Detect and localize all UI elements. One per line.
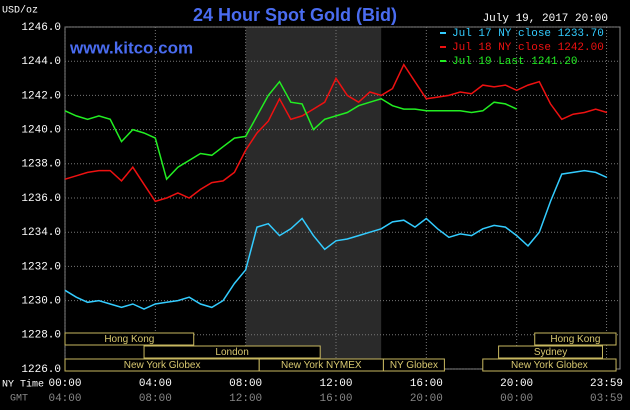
x-tick-label: 00:00 <box>48 378 81 390</box>
session-label: Sydney <box>534 347 567 358</box>
x2-tick-label: 08:00 <box>139 393 172 405</box>
y-tick-label: 1228.0 <box>21 330 61 342</box>
x2-tick-label: 04:00 <box>48 393 81 405</box>
session-label: London <box>215 347 248 358</box>
x-tick-label: 12:00 <box>319 378 352 390</box>
session-label: Hong Kong <box>550 334 600 345</box>
y-tick-label: 1238.0 <box>21 159 61 171</box>
y-tick-label: 1240.0 <box>21 125 61 137</box>
chart-title: 24 Hour Spot Gold (Bid) <box>193 5 397 25</box>
x2-tick-label: 16:00 <box>319 393 352 405</box>
x-axis-label: NY Time <box>2 379 44 391</box>
x2-tick-label: 12:00 <box>229 393 262 405</box>
x-tick-label: 08:00 <box>229 378 262 390</box>
x-tick-label: 23:59 <box>590 378 623 390</box>
x2-axis-label: GMT <box>10 394 28 405</box>
date-stamp: July 19, 2017 20:00 <box>483 13 608 25</box>
session-box <box>498 345 603 359</box>
session-label: New York Globex <box>124 360 201 371</box>
series-line <box>64 80 518 181</box>
session-label: New York Globex <box>511 360 588 371</box>
x2-tick-label: 03:59 <box>590 393 623 405</box>
session-box <box>64 332 195 346</box>
y-tick-label: 1242.0 <box>21 90 61 102</box>
session-box <box>143 345 321 359</box>
y-tick-label: 1226.0 <box>21 364 61 376</box>
legend-label: Jul 18 NY close 1242.00 <box>452 42 604 54</box>
session-box <box>534 332 617 346</box>
session-label: NY Globex <box>390 360 438 371</box>
series-line <box>64 63 608 203</box>
session-box <box>382 358 445 372</box>
x-tick-label: 16:00 <box>410 378 443 390</box>
x2-tick-label: 20:00 <box>410 393 443 405</box>
session-box <box>482 358 617 372</box>
x2-tick-label: 00:00 <box>500 393 533 405</box>
x-tick-label: 04:00 <box>139 378 172 390</box>
y-tick-label: 1236.0 <box>21 193 61 205</box>
y-tick-label: 1246.0 <box>21 22 61 34</box>
y-tick-label: 1230.0 <box>21 296 61 308</box>
legend-label: Jul 19 Last 1241.20 <box>452 56 577 68</box>
shaded-region <box>245 27 382 369</box>
legend-label: Jul 17 NY close 1233.70 <box>452 28 604 40</box>
session-label: Hong Kong <box>104 334 154 345</box>
x-tick-label: 20:00 <box>500 378 533 390</box>
y-tick-label: 1232.0 <box>21 261 61 273</box>
session-label: New York NYMEX <box>281 360 362 371</box>
y-tick-label: 1244.0 <box>21 56 61 68</box>
watermark: www.kitco.com <box>69 38 193 57</box>
y-axis-label: USD/oz <box>2 5 38 17</box>
y-tick-label: 1234.0 <box>21 227 61 239</box>
series-line <box>64 169 608 310</box>
